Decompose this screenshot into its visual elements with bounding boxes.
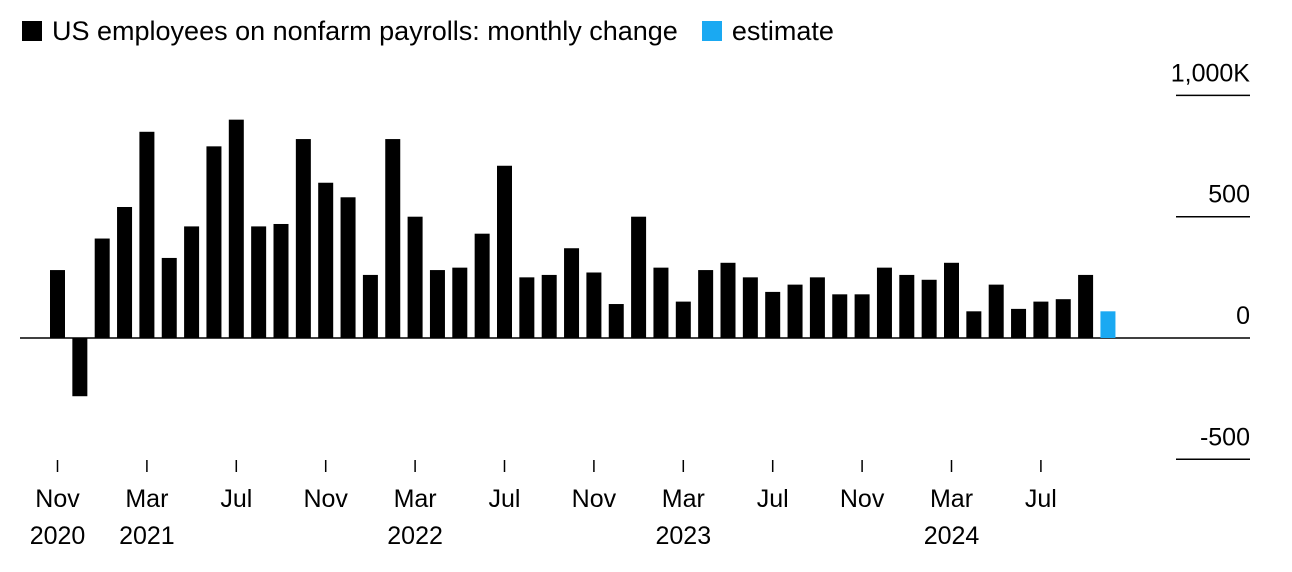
bar-actual [117, 206, 133, 338]
y-tick-label: -500 [1200, 423, 1250, 451]
bar-actual [720, 262, 736, 338]
bar-actual [139, 131, 155, 338]
x-tick-month-label: Mar [394, 485, 437, 513]
bar-actual [385, 139, 401, 338]
bar-actual [541, 274, 557, 338]
bars [50, 119, 1116, 397]
bar-actual [251, 226, 267, 338]
x-tick-month-label: Nov [303, 485, 348, 513]
x-tick-month-label: Mar [125, 485, 168, 513]
bar-actual [586, 272, 602, 338]
bar-actual [1078, 274, 1094, 338]
bar-actual [228, 119, 244, 338]
legend-swatch-actual [22, 21, 42, 41]
bar-actual [452, 267, 468, 338]
bar-actual [854, 294, 870, 338]
x-tick-year-label: 2020 [30, 522, 86, 550]
bar-actual [407, 216, 423, 338]
bar-actual [295, 139, 311, 338]
bar-actual [318, 182, 334, 338]
bar-actual [631, 216, 647, 338]
bar-actual [519, 277, 535, 338]
x-tick-month-label: Mar [930, 485, 973, 513]
bar-actual [944, 262, 959, 338]
bar-actual [809, 277, 825, 338]
x-tick-month-label: Nov [35, 485, 80, 513]
bar-actual [832, 294, 848, 338]
legend-label-estimate: estimate [731, 15, 834, 46]
x-tick-month-label: Nov [572, 485, 617, 513]
x-tick-month-label: Jul [1025, 485, 1057, 513]
bar-actual [675, 301, 691, 338]
x-tick-year-label: 2024 [924, 522, 980, 550]
legend-swatch-estimate [701, 21, 722, 41]
x-tick-month-label: Mar [662, 485, 705, 513]
y-tick-label: 0 [1236, 302, 1250, 330]
bar-actual [50, 270, 65, 338]
bar-actual [698, 270, 714, 338]
bar-actual [362, 274, 378, 338]
legend-item-actual: US employees on nonfarm payrolls: monthl… [22, 16, 678, 47]
bar-actual [340, 197, 356, 338]
x-tick-month-label: Nov [840, 485, 885, 513]
x-axis: Nov 2020 Mar 2021 Jul Nov Mar 2022 Jul Nov Mar 2023… [30, 460, 1057, 550]
y-tick-label: 1,000K [1171, 59, 1251, 87]
bar-actual [988, 284, 1004, 338]
bar-actual [72, 338, 88, 397]
x-tick-year-label: 2022 [387, 522, 443, 550]
bar-actual [474, 233, 490, 338]
y-tick-label: 500 [1208, 181, 1250, 209]
bar-estimate [1100, 311, 1116, 338]
bar-actual [787, 284, 803, 338]
bar-actual [765, 291, 781, 338]
x-tick-year-label: 2023 [655, 522, 711, 550]
bar-actual [1011, 308, 1027, 338]
legend-label-actual: US employees on nonfarm payrolls: monthl… [52, 15, 678, 46]
bar-actual [497, 165, 512, 338]
x-tick-month-label: Jul [489, 485, 521, 513]
bar-actual [608, 304, 624, 338]
bar-actual [899, 274, 915, 338]
legend-item-estimate: estimate [701, 15, 834, 47]
bar-actual [1055, 299, 1071, 338]
bar-actual [564, 248, 580, 338]
bar-actual [94, 238, 110, 338]
x-tick-month-label: Jul [757, 485, 789, 513]
bar-actual [966, 311, 982, 338]
bar-actual [206, 146, 222, 338]
bar-actual [921, 279, 937, 338]
bar-actual [653, 267, 669, 338]
bar-actual [1033, 301, 1049, 338]
bar-actual [161, 257, 177, 338]
chart-legend: US employees on nonfarm payrolls: monthl… [22, 14, 858, 48]
bar-actual [429, 270, 445, 338]
bar-actual [742, 277, 758, 338]
bar-actual [876, 267, 892, 338]
bar-actual [184, 226, 200, 338]
bar-actual [273, 223, 289, 338]
x-tick-month-label: Jul [220, 485, 252, 513]
x-tick-year-label: 2021 [119, 522, 175, 550]
